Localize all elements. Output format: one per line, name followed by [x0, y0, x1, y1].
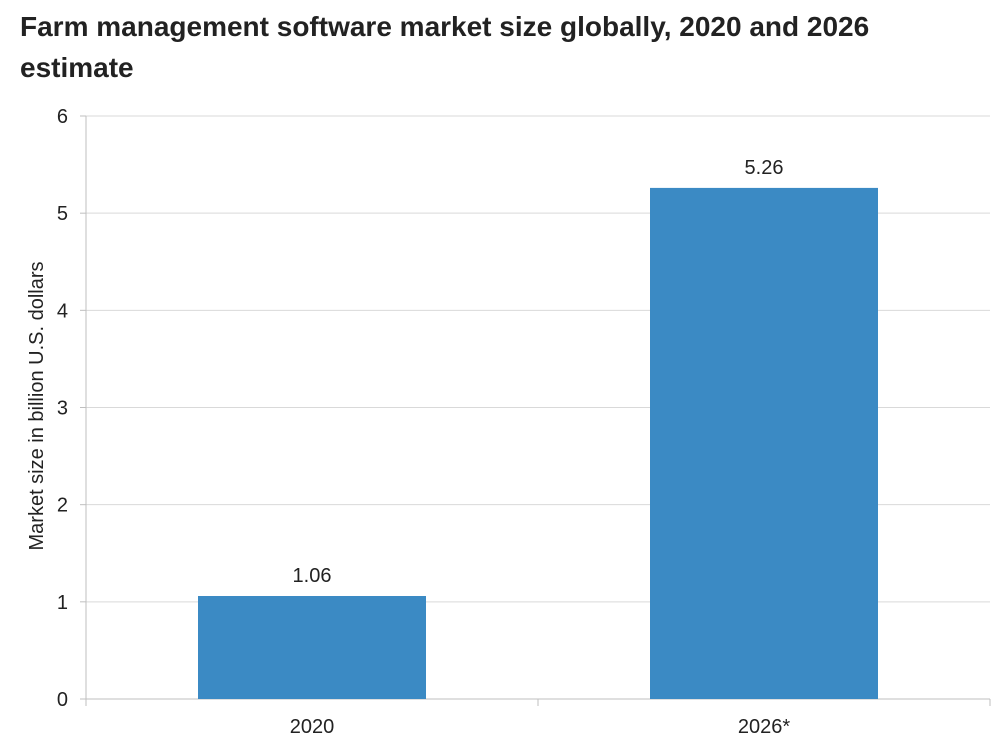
x-tick-label: 2026* — [738, 716, 790, 738]
chart-title: Farm management software market size glo… — [20, 11, 870, 83]
y-tick-label: 1 — [57, 592, 68, 614]
y-tick-label: 4 — [57, 300, 68, 322]
y-axis-ticks: 0 1 2 3 4 5 6 — [57, 106, 86, 711]
x-axis-ticks: 2020 2026* — [85, 699, 991, 738]
y-tick-label: 0 — [57, 689, 68, 711]
y-tick-label: 5 — [57, 203, 68, 225]
bar-2026 — [650, 187, 878, 700]
data-label: 5.26 — [745, 157, 784, 179]
y-tick-label: 6 — [57, 106, 68, 128]
x-tick-label: 2020 — [290, 716, 335, 738]
data-label: 1.06 — [293, 565, 332, 587]
y-tick-label: 3 — [57, 398, 68, 420]
y-tick-label: 2 — [57, 495, 68, 517]
data-labels: 1.06 5.26 — [293, 157, 784, 587]
y-axis-title: Market size in billion U.S. dollars — [26, 262, 48, 551]
bar-2020 — [198, 596, 426, 699]
bars — [198, 187, 878, 700]
